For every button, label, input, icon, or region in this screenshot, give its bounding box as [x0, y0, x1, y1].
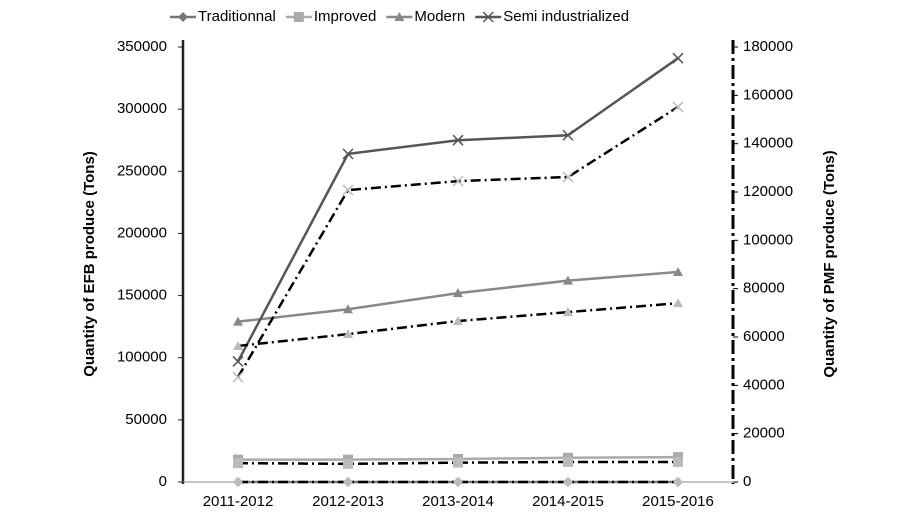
point: [232, 371, 244, 383]
point: [233, 316, 243, 326]
y-tick-label: 300000: [117, 100, 167, 117]
x-tick-label: 2015-2016: [642, 493, 714, 510]
point: [563, 456, 573, 467]
point: [563, 307, 573, 317]
point: [562, 171, 574, 183]
y2-tick-label: 40000: [743, 376, 785, 393]
y-tick-label: 250000: [117, 162, 167, 179]
y-tick-label: 150000: [117, 287, 167, 304]
point: [672, 52, 684, 64]
series-line: [236, 57, 679, 363]
point: [394, 12, 405, 21]
legend-label: Improved: [314, 8, 377, 25]
y2-tick-label: 20000: [743, 425, 785, 442]
point: [562, 129, 574, 141]
point: [673, 298, 683, 308]
point: [673, 456, 683, 467]
point: [343, 329, 353, 339]
point: [452, 134, 464, 146]
y2-tick-label: 60000: [743, 328, 785, 345]
point: [453, 316, 463, 326]
legend-label: Modern: [414, 8, 465, 25]
point: [343, 477, 353, 487]
point: [563, 275, 573, 285]
point: [673, 266, 683, 276]
point: [232, 355, 244, 367]
y-tick-label: 350000: [117, 38, 167, 55]
point: [293, 12, 304, 22]
y2-tick-label: 80000: [743, 280, 785, 297]
point: [672, 101, 684, 113]
point: [453, 288, 463, 298]
x-tick-label: 2012-2013: [312, 493, 384, 510]
point: [342, 148, 354, 160]
point: [482, 11, 494, 23]
y-tick-label: 0: [159, 473, 167, 490]
legend-label: Traditionnal: [198, 8, 276, 25]
point: [342, 184, 354, 196]
y2-tick-label: 160000: [743, 86, 793, 103]
point: [178, 12, 188, 22]
x-tick-label: 2011-2012: [203, 493, 274, 510]
point: [233, 340, 243, 350]
y-tick-label: 50000: [125, 411, 167, 428]
series-line: [236, 105, 679, 378]
point: [233, 477, 243, 487]
y2-tick-label: 120000: [743, 183, 793, 200]
y2-tick-label: 0: [743, 473, 751, 490]
point: [563, 477, 573, 487]
y2-tick-label: 180000: [743, 38, 793, 55]
point: [343, 458, 353, 469]
y-tick-label: 100000: [117, 349, 167, 366]
point: [233, 458, 243, 469]
x-tick-label: 2013-2014: [422, 493, 494, 510]
y2-axis-label: Quantity of PMF produce (Tons): [821, 150, 838, 377]
point: [453, 477, 463, 487]
legend-label: Semi industrialized: [503, 8, 629, 25]
point: [452, 175, 464, 187]
point: [453, 457, 463, 468]
y2-tick-label: 100000: [743, 231, 793, 248]
y-axis-label: Quantity of EFB produce (Tons): [81, 151, 98, 377]
x-tick-label: 2014-2015: [532, 493, 604, 510]
y2-tick-label: 140000: [743, 135, 793, 152]
point: [343, 304, 353, 314]
y-tick-label: 200000: [117, 224, 167, 241]
point: [673, 477, 683, 487]
